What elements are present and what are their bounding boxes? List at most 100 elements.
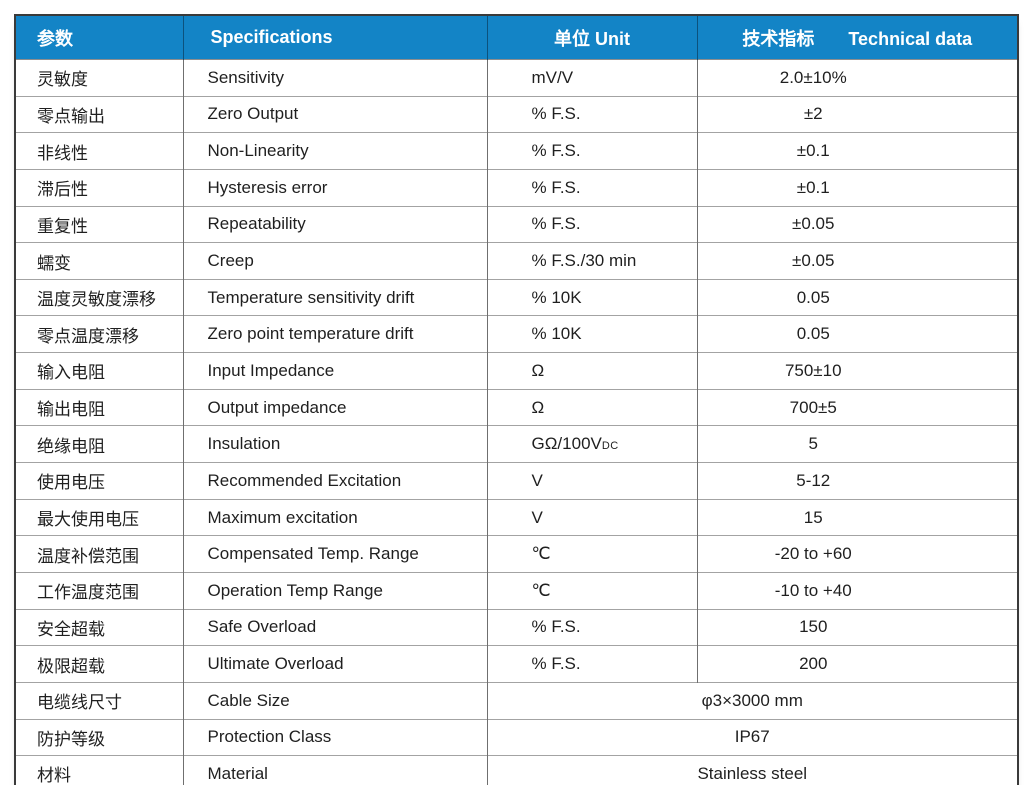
param-cell: 非线性 [15,132,184,170]
param-cell: 极限超载 [15,645,184,683]
value-cell: -10 to +40 [697,571,1018,610]
unit-cell: % 10K [487,278,698,316]
spec-cell: Zero point temperature drift [183,315,488,353]
table-row: 电缆线尺寸 Cable Size φ3×3000 mm [15,681,1018,720]
value-cell: ±0.1 [697,132,1018,170]
param-cell: 零点温度漂移 [15,315,184,353]
table-row: 零点输出 Zero Output % F.S. ±2 [15,95,1018,133]
table-row: 滞后性 Hysteresis error % F.S. ±0.1 [15,168,1018,207]
param-cell: 蠕变 [15,242,184,280]
spec-cell: Non-Linearity [183,132,488,170]
param-cell: 输入电阻 [15,352,184,390]
value-cell: 200 [697,645,1018,683]
unit-cell: V [487,498,698,536]
table-row: 输出电阻 Output impedance Ω 700±5 [15,388,1018,426]
param-cell: 材料 [15,755,184,785]
param-cell: 安全超载 [15,608,184,646]
unit-cell: % F.S. [487,205,698,243]
spec-cell: Protection Class [183,718,488,756]
table-row: 非线性 Non-Linearity % F.S. ±0.1 [15,132,1018,170]
value-cell: 5 [697,425,1018,463]
unit-subscript: DC [601,440,619,453]
specifications-table: 参数 Specifications 单位 Unit 技术指标 Technical… [14,14,1019,785]
spec-cell: Sensitivity [183,59,488,97]
value-cell: ±0.05 [697,205,1018,243]
header-row: 参数 Specifications 单位 Unit 技术指标 Technical… [15,15,1018,60]
table-row: 安全超载 Safe Overload % F.S. 150 [15,608,1018,646]
spec-cell: Operation Temp Range [183,571,488,610]
table-row: 工作温度范围 Operation Temp Range ℃ -10 to +40 [15,571,1018,610]
value-cell: 0.05 [697,278,1018,316]
unit-cell: V [487,462,698,500]
unit-cell: ℃ [487,535,698,573]
table-header: 参数 Specifications 单位 Unit 技术指标 Technical… [15,15,1018,60]
table-row: 温度补偿范围 Compensated Temp. Range ℃ -20 to … [15,535,1018,573]
value-cell: 700±5 [697,388,1018,426]
table-row: 绝缘电阻 Insulation GΩ/100VDC 5 [15,425,1018,463]
header-specifications: Specifications [183,15,488,60]
table-row: 灵敏度 Sensitivity mV/V 2.0±10% [15,59,1018,97]
table-row: 防护等级 Protection Class IP67 [15,718,1018,756]
param-cell: 零点输出 [15,95,184,133]
spec-cell: Zero Output [183,95,488,133]
unit-cell: ℃ [487,571,698,610]
value-cell: ±0.05 [697,242,1018,280]
value-cell: 750±10 [697,352,1018,390]
param-cell: 灵敏度 [15,59,184,97]
value-cell: ±2 [697,95,1018,133]
header-technical-data-en: Technical data [848,28,973,49]
unit-cell: % F.S. [487,95,698,133]
value-cell: 15 [697,498,1018,536]
spec-cell: Hysteresis error [183,168,488,207]
param-cell: 温度补偿范围 [15,535,184,573]
unit-cell: GΩ/100VDC [487,425,698,463]
spec-cell: Input Impedance [183,352,488,390]
spec-cell: Recommended Excitation [183,462,488,500]
unit-cell: % F.S. [487,168,698,207]
header-technical-data-zh: 技术指标 [742,28,815,49]
table-row: 输入电阻 Input Impedance Ω 750±10 [15,352,1018,390]
value-cell: -20 to +60 [697,535,1018,573]
unit-cell: % F.S. [487,608,698,646]
spec-cell: Insulation [183,425,488,463]
table-row: 使用电压 Recommended Excitation V 5-12 [15,462,1018,500]
table-row: 材料 Material Stainless steel [15,755,1018,785]
table-row: 最大使用电压 Maximum excitation V 15 [15,498,1018,536]
header-unit: 单位 Unit [487,15,698,60]
merged-value-cell: IP67 [487,718,1018,756]
unit-cell: Ω [487,388,698,426]
unit-cell: % 10K [487,315,698,353]
unit-cell: Ω [487,352,698,390]
table-row: 温度灵敏度漂移 Temperature sensitivity drift % … [15,278,1018,316]
spec-cell: Cable Size [183,681,488,720]
value-cell: ±0.1 [697,168,1018,207]
value-cell: 150 [697,608,1018,646]
param-cell: 防护等级 [15,718,184,756]
unit-cell: mV/V [487,59,698,97]
param-cell: 输出电阻 [15,388,184,426]
spec-cell: Temperature sensitivity drift [183,278,488,316]
value-cell: 0.05 [697,315,1018,353]
param-cell: 使用电压 [15,462,184,500]
value-cell: 5-12 [697,462,1018,500]
table-body: 灵敏度 Sensitivity mV/V 2.0±10% 零点输出 Zero O… [15,59,1018,785]
header-technical-data: 技术指标 Technical data [697,15,1018,60]
spec-cell: Creep [183,242,488,280]
merged-value-cell: Stainless steel [487,755,1018,785]
param-cell: 温度灵敏度漂移 [15,278,184,316]
param-cell: 电缆线尺寸 [15,681,184,720]
spec-cell: Maximum excitation [183,498,488,536]
unit-cell: % F.S./30 min [487,242,698,280]
spec-cell: Ultimate Overload [183,645,488,683]
param-cell: 重复性 [15,205,184,243]
table-row: 蠕变 Creep % F.S./30 min ±0.05 [15,242,1018,280]
value-cell: 2.0±10% [697,59,1018,97]
header-param: 参数 [15,15,184,60]
merged-value-cell: φ3×3000 mm [487,681,1018,720]
spec-cell: Material [183,755,488,785]
table-row: 极限超载 Ultimate Overload % F.S. 200 [15,645,1018,683]
spec-cell: Repeatability [183,205,488,243]
table-row: 零点温度漂移 Zero point temperature drift % 10… [15,315,1018,353]
spec-cell: Safe Overload [183,608,488,646]
spec-cell: Compensated Temp. Range [183,535,488,573]
